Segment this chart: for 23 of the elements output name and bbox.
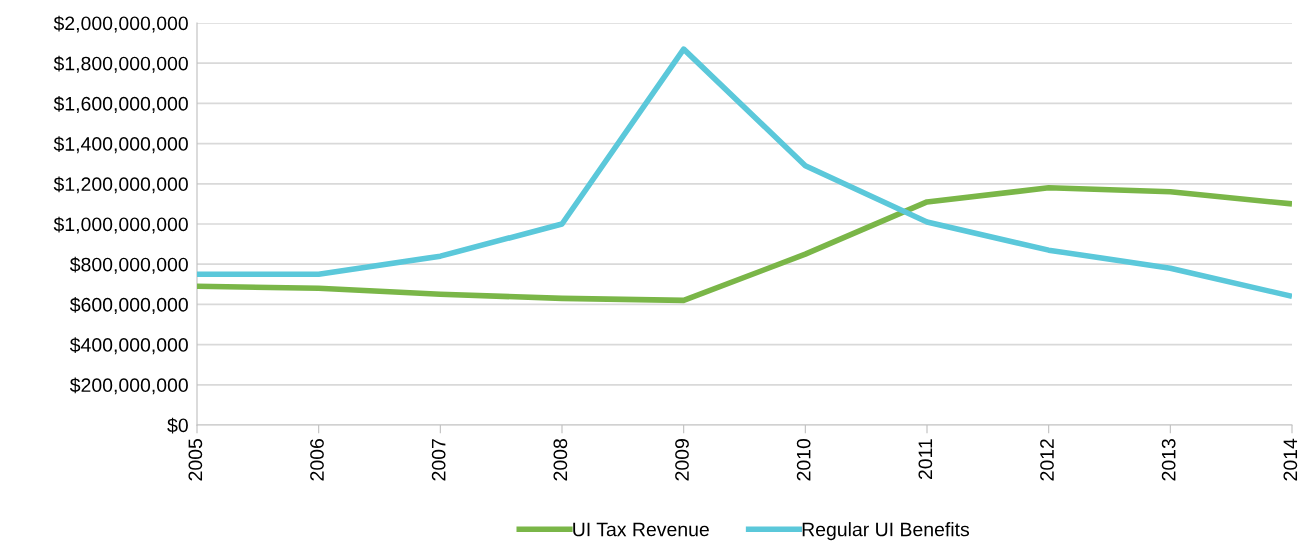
x-tick-label: 2005	[188, 439, 203, 481]
y-tick-label: $1,000,000,000	[53, 216, 188, 234]
y-tick-label: $0	[167, 417, 188, 434]
y-tick-label: $1,200,000,000	[53, 176, 188, 194]
x-tick-label: 2010	[796, 438, 811, 481]
y-tick-label: $2,000,000,000	[53, 15, 188, 33]
x-tick-label: 2009	[675, 439, 689, 481]
x-tick-label: 2008	[553, 439, 568, 481]
legend-label: UI Tax Revenue	[573, 522, 709, 537]
y-tick-label: $1,400,000,000	[53, 136, 188, 154]
x-tick-label: 2012	[1040, 439, 1054, 481]
y-tick-label: $200,000,000	[69, 377, 188, 395]
y-tick-label: $1,800,000,000	[53, 55, 188, 73]
y-tick-label: $400,000,000	[69, 337, 188, 355]
y-tick-label: $600,000,000	[69, 297, 188, 314]
x-tick-label: 2011	[918, 439, 933, 480]
legend-label: Regular UI Benefits	[802, 522, 970, 541]
x-tick-label: 2013	[1161, 439, 1176, 481]
y-tick-label: $1,600,000,000	[53, 96, 188, 113]
x-tick-label: 2014	[1283, 438, 1298, 481]
x-tick-label: 2007	[431, 439, 446, 481]
y-tick-label: $800,000,000	[69, 256, 188, 274]
x-tick-label: 2006	[310, 439, 324, 481]
